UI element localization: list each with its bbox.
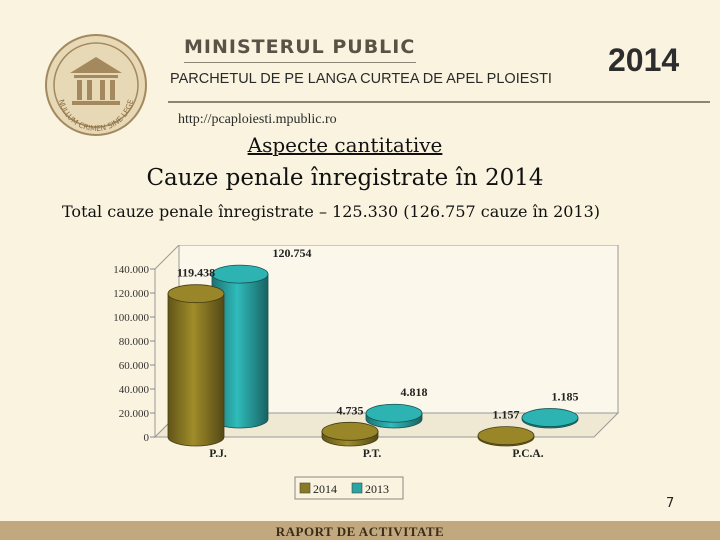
y-tick-label: 140.000 [113,264,149,276]
slide-title: Cauze penale înregistrate în 2014 [146,165,544,191]
data-label: 119.438 [177,266,215,280]
data-label: 1.157 [493,408,520,422]
data-label: 4.735 [337,403,364,417]
bar-pj-2013-top [211,264,269,284]
website-url: http://pcaploiesti.mpublic.ro [178,112,337,127]
category-label: P.J. [209,448,227,460]
header-rule [168,101,710,103]
y-tick-label: 0 [144,432,150,444]
bar-pj-2014 [167,293,225,447]
category-label: P.C.A. [512,448,543,460]
page-number: 7 [666,496,675,511]
slide-subtitle: Total cauze penale înregistrate – 125.33… [62,202,601,221]
bar-pt-2013-top [365,403,423,423]
data-label: 1.185 [552,390,579,404]
ministry-seal-logo: NULLUM CRIMEN SINE LEGE [45,34,147,136]
data-label: 120.754 [273,246,312,260]
cases-bar-chart: 0 20.000 40.000 60.000 80.000 100.000 120.000 1… [113,245,620,500]
slide-heading: Aspecte cantitative [247,133,443,157]
legend-label-2014: 2014 [313,482,337,496]
ministry-name: MINISTERUL PUBLIC [184,36,416,58]
category-label: P.T. [363,448,382,460]
y-tick-label: 100.000 [113,312,149,324]
y-tick-label: 40.000 [119,384,150,396]
bar-pt-2014-top [321,421,379,441]
legend-swatch-2014 [299,482,311,494]
institution-name: PARCHETUL DE PE LANGA CURTEA DE APEL PLO… [170,71,552,87]
report-year: 2014 [608,42,680,78]
bar-pca-2013-top [521,408,579,427]
y-tick-label: 60.000 [119,360,150,372]
legend-swatch-2013 [351,482,363,494]
data-label: 4.818 [401,385,428,399]
header-divider [184,62,416,63]
bar-pj-2014-top [167,284,225,304]
footer-bar [0,521,720,540]
footer-text: RAPORT DE ACTIVITATE [275,524,445,539]
bar-pca-2014-top [477,426,535,446]
legend-label-2013: 2013 [365,482,389,496]
y-tick-label: 20.000 [119,408,150,420]
y-tick-label: 120.000 [113,288,149,300]
y-tick-label: 80.000 [119,336,150,348]
chart-legend [294,476,404,500]
